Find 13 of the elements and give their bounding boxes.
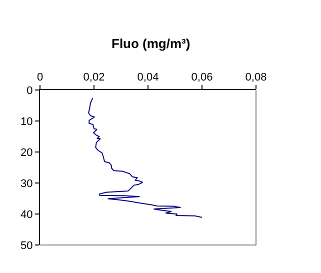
y-tick-label: 30 [20,178,33,190]
x-tick-label: 0,04 [137,72,159,84]
y-tick-label: 20 [20,146,33,159]
x-tick-label: 0,02 [83,72,105,84]
chart-title: Fluo (mg/m³) [112,36,190,52]
y-tick-label: 40 [20,208,33,221]
y-tick-label: 10 [20,116,33,128]
x-tick-label: 0,08 [245,72,267,84]
x-tick-label: 0,06 [191,72,213,84]
y-tick-label: 0 [26,84,33,97]
y-tick-label: 50 [20,240,33,252]
line-series [88,98,202,218]
x-tick-label: 0 [36,72,44,84]
